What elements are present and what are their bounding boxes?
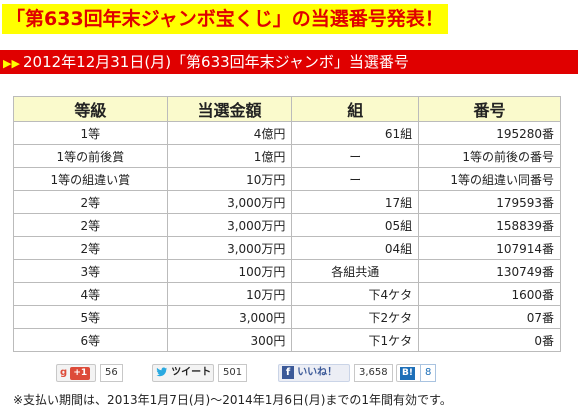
number-cell: 158839番 bbox=[418, 213, 561, 237]
tweet-button[interactable]: ツイート bbox=[152, 364, 214, 382]
group-cell: 下2ケタ bbox=[291, 305, 420, 329]
table-header-row: 等級 当選金額 組 番号 bbox=[13, 96, 561, 122]
prize-results-table: 等級 当選金額 組 番号 1等 4億円 61組 195280番 1等の前後賞 1億円ー 1等… bbox=[13, 96, 561, 352]
google-plus-button[interactable]: g +1 bbox=[56, 364, 96, 382]
prize-amount-cell: 1億円 bbox=[166, 144, 293, 168]
table-body: 1等 4億円 61組 195280番 1等の前後賞 1億円ー 1等の前後の番号 1等の組違い賞… bbox=[13, 121, 561, 352]
table-row: 2等 3,000万円 17組 179593番 bbox=[13, 190, 561, 214]
twitter-bird-icon bbox=[156, 367, 167, 377]
grade-cell: 2等 bbox=[13, 236, 168, 260]
number-cell: 1600番 bbox=[418, 282, 561, 306]
group-cell: 05組 bbox=[291, 213, 420, 237]
number-cell: 0番 bbox=[418, 328, 561, 352]
column-header: 組 bbox=[291, 96, 420, 122]
tweet-count: 501 bbox=[218, 364, 248, 382]
table-row: 4等 10万円 下4ケタ 1600番 bbox=[13, 282, 561, 306]
group-cell: 17組 bbox=[291, 190, 420, 214]
like-label: いいね！ bbox=[297, 367, 338, 378]
group-cell: 各組共通 bbox=[291, 259, 420, 283]
number-cell: 1等の前後の番号 bbox=[418, 144, 561, 168]
payment-period-note: ※支払い期間は、2013年1月7日(月)〜2014年1月6日(月)までの1年間有… bbox=[13, 393, 452, 407]
table-row: 5等 3,000円 下2ケタ 07番 bbox=[13, 305, 561, 329]
grade-cell: 6等 bbox=[13, 328, 168, 352]
grade-cell: 2等 bbox=[13, 190, 168, 214]
number-cell: 179593番 bbox=[418, 190, 561, 214]
prize-amount-cell: 100万円 bbox=[166, 259, 293, 283]
grade-cell: 4等 bbox=[13, 282, 168, 306]
table-row: 1等の前後賞 1億円ー 1等の前後の番号 bbox=[13, 144, 561, 168]
group-cell: 04組 bbox=[291, 236, 420, 260]
column-header: 等級 bbox=[13, 96, 168, 122]
plus-one-badge: +1 bbox=[70, 367, 91, 380]
table-row: 6等 300円 下1ケタ 0番 bbox=[13, 328, 561, 352]
group-cell: 下4ケタ bbox=[291, 282, 420, 306]
grade-cell: 1等の前後賞 bbox=[13, 144, 168, 168]
group-cell: 61組 bbox=[291, 121, 420, 145]
prize-amount-cell: 3,000万円 bbox=[166, 236, 293, 260]
table-row: 3等 100万円 各組共通 130749番 bbox=[13, 259, 561, 283]
google-plus-count: 56 bbox=[100, 364, 123, 382]
number-cell: 195280番 bbox=[418, 121, 561, 145]
hatena-bookmark-count: 8 bbox=[420, 364, 437, 382]
grade-cell: 1等の組違い賞 bbox=[13, 167, 168, 191]
column-header: 当選金額 bbox=[166, 96, 293, 122]
table-row: 2等 3,000万円 04組 107914番 bbox=[13, 236, 561, 260]
prize-amount-cell: 3,000円 bbox=[166, 305, 293, 329]
table-row: 2等 3,000万円 05組 158839番 bbox=[13, 213, 561, 237]
number-cell: 107914番 bbox=[418, 236, 561, 260]
facebook-like-button[interactable]: f いいね！ bbox=[278, 364, 350, 382]
prize-amount-cell: 4億円 bbox=[166, 121, 293, 145]
prize-amount-cell: 300円 bbox=[166, 328, 293, 352]
prize-amount-cell: 10万円 bbox=[166, 282, 293, 306]
hatena-bookmark-button[interactable]: B! bbox=[396, 364, 422, 382]
section-header-bar: ▶▶ 2012年12月31日(月)「第633回年末ジャンボ」当選番号 bbox=[0, 50, 578, 74]
facebook-like-count: 3,658 bbox=[354, 364, 393, 382]
group-cell: ー bbox=[291, 144, 420, 168]
number-cell: 130749番 bbox=[418, 259, 561, 283]
hatena-bookmark-icon: B! bbox=[400, 367, 415, 380]
column-header: 番号 bbox=[418, 96, 561, 122]
prize-amount-cell: 3,000万円 bbox=[166, 213, 293, 237]
table-row: 1等の組違い賞 10万円ー 1等の組違い同番号 bbox=[13, 167, 561, 191]
tweet-label: ツイート bbox=[171, 367, 212, 378]
prize-amount-cell: 10万円 bbox=[166, 167, 293, 191]
group-cell: 下1ケタ bbox=[291, 328, 420, 352]
g-plus-icon: g bbox=[60, 367, 68, 378]
grade-cell: 3等 bbox=[13, 259, 168, 283]
double-arrow-icon: ▶▶ bbox=[3, 57, 20, 70]
grade-cell: 2等 bbox=[13, 213, 168, 237]
prize-amount-cell: 3,000万円 bbox=[166, 190, 293, 214]
table-row: 1等 4億円 61組 195280番 bbox=[13, 121, 561, 145]
grade-cell: 1等 bbox=[13, 121, 168, 145]
number-cell: 1等の組違い同番号 bbox=[418, 167, 561, 191]
section-title: 2012年12月31日(月)「第633回年末ジャンボ」当選番号 bbox=[23, 53, 409, 71]
page-headline: 「第633回年末ジャンボ宝くじ」の当選番号発表！ bbox=[2, 4, 448, 34]
facebook-icon: f bbox=[282, 366, 294, 379]
number-cell: 07番 bbox=[418, 305, 561, 329]
grade-cell: 5等 bbox=[13, 305, 168, 329]
group-cell: ー bbox=[291, 167, 420, 191]
